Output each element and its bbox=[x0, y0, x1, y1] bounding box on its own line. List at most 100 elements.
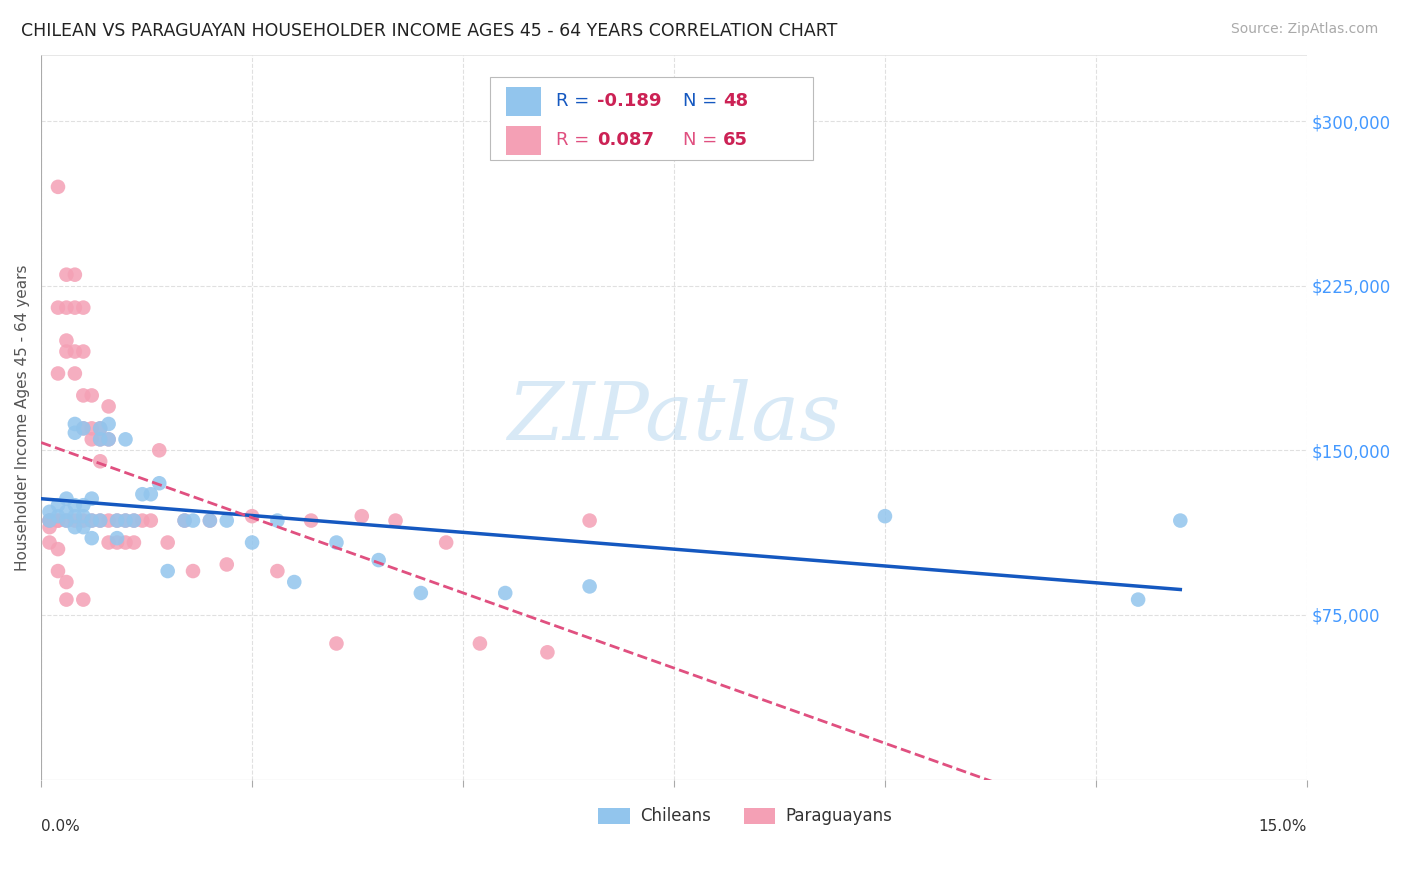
Point bbox=[55, 491, 77, 506]
Point bbox=[63, 514, 86, 528]
Point bbox=[72, 301, 94, 315]
Point bbox=[240, 509, 263, 524]
Point bbox=[325, 535, 347, 549]
Point bbox=[38, 520, 60, 534]
Point bbox=[122, 514, 145, 528]
Point bbox=[198, 514, 221, 528]
Point bbox=[536, 645, 558, 659]
Point bbox=[80, 388, 103, 402]
Point bbox=[105, 514, 128, 528]
Point bbox=[173, 514, 195, 528]
Point bbox=[89, 421, 111, 435]
Point bbox=[63, 498, 86, 512]
Point bbox=[97, 535, 120, 549]
Point bbox=[173, 514, 195, 528]
Point bbox=[55, 592, 77, 607]
Point bbox=[63, 509, 86, 524]
Point bbox=[266, 564, 288, 578]
Text: R =: R = bbox=[557, 131, 595, 149]
Point bbox=[578, 514, 600, 528]
Point bbox=[63, 520, 86, 534]
Point bbox=[46, 514, 69, 528]
Point bbox=[114, 433, 136, 447]
Point bbox=[46, 509, 69, 524]
Point bbox=[46, 498, 69, 512]
Point bbox=[72, 421, 94, 435]
Text: 48: 48 bbox=[723, 92, 748, 110]
Point bbox=[1126, 592, 1149, 607]
Point bbox=[72, 498, 94, 512]
Point bbox=[181, 564, 204, 578]
Point bbox=[114, 514, 136, 528]
Point bbox=[384, 514, 406, 528]
Point bbox=[63, 425, 86, 440]
Point bbox=[97, 433, 120, 447]
Point bbox=[122, 514, 145, 528]
Point bbox=[266, 514, 288, 528]
Text: 65: 65 bbox=[723, 131, 748, 149]
Point bbox=[139, 487, 162, 501]
Point bbox=[46, 564, 69, 578]
Point bbox=[97, 400, 120, 414]
Point bbox=[131, 487, 153, 501]
Point bbox=[468, 636, 491, 650]
Point bbox=[97, 417, 120, 431]
Point bbox=[139, 514, 162, 528]
Point bbox=[38, 514, 60, 528]
Text: Source: ZipAtlas.com: Source: ZipAtlas.com bbox=[1230, 22, 1378, 37]
Point bbox=[63, 268, 86, 282]
Point bbox=[494, 586, 516, 600]
Text: -0.189: -0.189 bbox=[596, 92, 661, 110]
Point bbox=[97, 514, 120, 528]
Point bbox=[38, 514, 60, 528]
Point bbox=[72, 509, 94, 524]
Point bbox=[55, 575, 77, 590]
Point bbox=[72, 592, 94, 607]
Point bbox=[325, 636, 347, 650]
Point bbox=[72, 344, 94, 359]
Point bbox=[55, 514, 77, 528]
Point bbox=[63, 367, 86, 381]
Point bbox=[350, 509, 373, 524]
Point bbox=[215, 558, 238, 572]
Point bbox=[80, 421, 103, 435]
Point bbox=[55, 505, 77, 519]
Point bbox=[367, 553, 389, 567]
Point bbox=[80, 433, 103, 447]
Bar bbox=[744, 808, 775, 824]
Bar bbox=[506, 126, 541, 155]
Point bbox=[181, 514, 204, 528]
Point bbox=[46, 367, 69, 381]
Point bbox=[46, 179, 69, 194]
Point bbox=[55, 301, 77, 315]
Point bbox=[55, 334, 77, 348]
Point bbox=[105, 535, 128, 549]
Text: Chileans: Chileans bbox=[640, 807, 710, 825]
Point bbox=[148, 476, 170, 491]
Point bbox=[38, 505, 60, 519]
Point bbox=[1168, 514, 1191, 528]
Point bbox=[89, 433, 111, 447]
Text: R =: R = bbox=[557, 92, 595, 110]
Point bbox=[80, 491, 103, 506]
Point bbox=[63, 417, 86, 431]
Bar bbox=[506, 87, 541, 116]
Text: ZIPatlas: ZIPatlas bbox=[508, 378, 841, 456]
Text: 0.087: 0.087 bbox=[596, 131, 654, 149]
Point bbox=[46, 542, 69, 557]
Point bbox=[122, 535, 145, 549]
Point bbox=[89, 514, 111, 528]
Point bbox=[80, 514, 103, 528]
Text: 0.0%: 0.0% bbox=[41, 820, 80, 835]
Point bbox=[72, 388, 94, 402]
Point bbox=[46, 301, 69, 315]
Point bbox=[46, 514, 69, 528]
Point bbox=[434, 535, 457, 549]
Point bbox=[38, 535, 60, 549]
Point bbox=[198, 514, 221, 528]
Point bbox=[578, 579, 600, 593]
FancyBboxPatch shape bbox=[491, 77, 813, 161]
Point bbox=[63, 344, 86, 359]
Point bbox=[148, 443, 170, 458]
Text: N =: N = bbox=[683, 92, 723, 110]
